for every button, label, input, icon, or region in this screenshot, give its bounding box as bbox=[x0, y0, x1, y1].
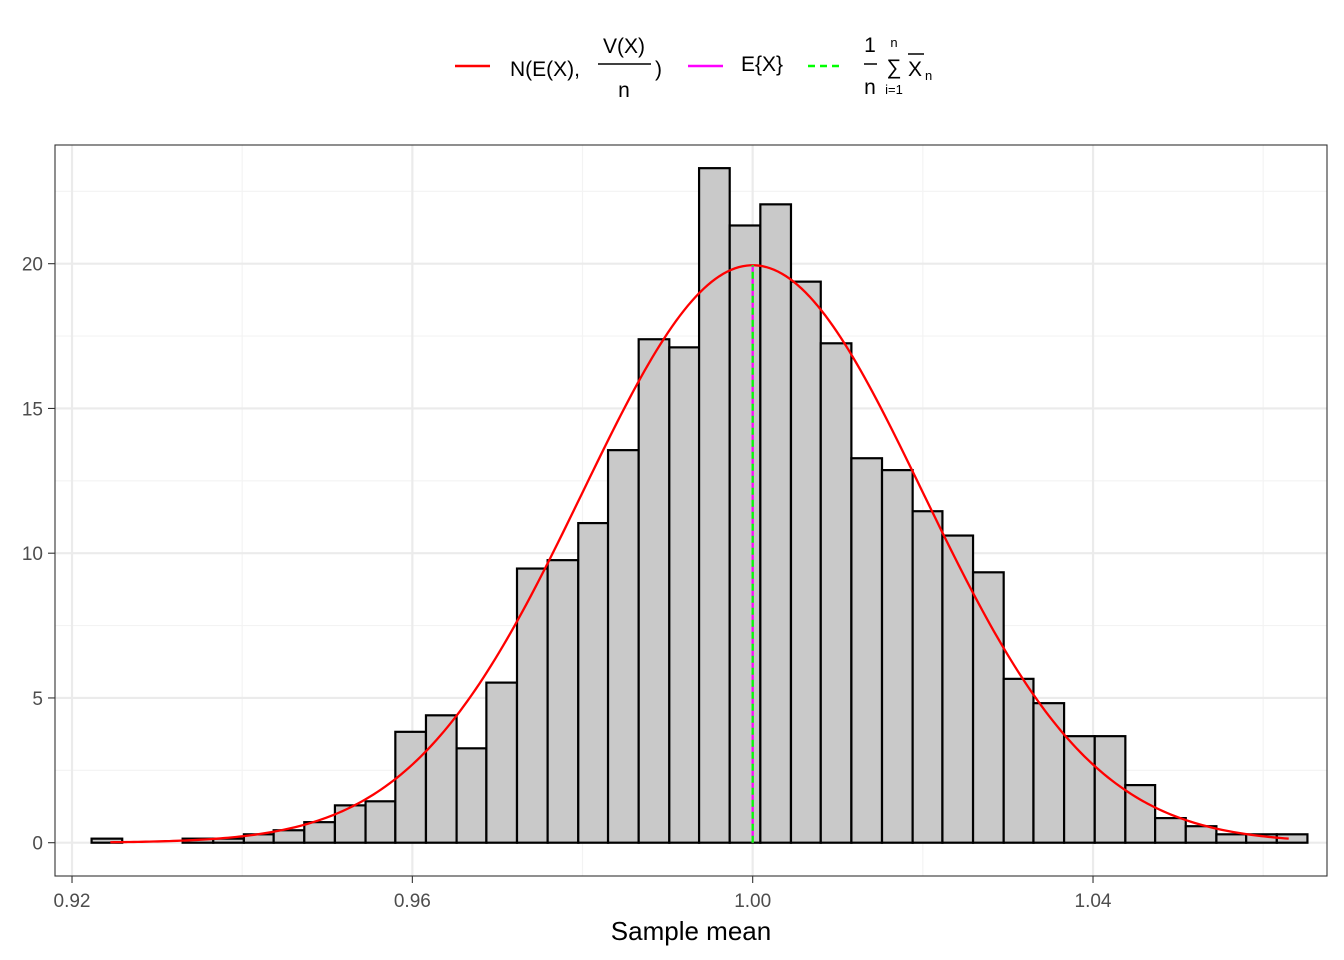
histogram-bar bbox=[911, 510, 944, 844]
histogram-bar bbox=[577, 521, 610, 844]
histogram-bar bbox=[1093, 735, 1127, 844]
histogram-bar bbox=[1002, 677, 1035, 844]
histogram-bar bbox=[606, 449, 640, 844]
y-tick-label: 10 bbox=[22, 544, 43, 565]
x-tick-label: 1.04 bbox=[1075, 891, 1112, 912]
x-axis-title: Sample mean bbox=[611, 916, 771, 946]
histogram-bar bbox=[880, 469, 914, 844]
panel-border bbox=[54, 144, 1328, 877]
histogram-bar bbox=[1032, 702, 1066, 844]
histogram-bar bbox=[90, 837, 124, 844]
histogram-bar bbox=[728, 224, 762, 844]
legend-avg-sum-lower: i=1 bbox=[885, 82, 903, 97]
histogram-bar bbox=[1215, 833, 1248, 844]
legend-normal-suffix: ) bbox=[655, 58, 662, 81]
histogram-bar bbox=[759, 203, 793, 844]
legend-avg-term: X bbox=[908, 58, 922, 81]
legend-normal-denominator: n bbox=[618, 79, 630, 102]
histogram-bars bbox=[90, 167, 1309, 844]
histogram-bar bbox=[697, 167, 731, 844]
histogram-bar bbox=[789, 280, 822, 844]
histogram-bar bbox=[303, 821, 337, 844]
y-tick-label: 0 bbox=[32, 834, 43, 855]
histogram-bar bbox=[819, 342, 853, 844]
legend-normal-numerator: V(X) bbox=[603, 35, 645, 58]
legend-avg-sum-symbol: ∑ bbox=[887, 56, 902, 79]
normal-density-curve bbox=[110, 264, 1289, 844]
histogram-bar bbox=[546, 559, 580, 844]
histogram-bar bbox=[515, 567, 549, 844]
legend-avg-fraction-den: n bbox=[864, 76, 876, 99]
histogram-bar bbox=[272, 829, 306, 844]
legend-mean-label: E{X} bbox=[741, 53, 783, 76]
legend-avg-term-sub: n bbox=[925, 68, 932, 83]
histogram-bar bbox=[637, 338, 671, 844]
y-axis: 0 5 10 15 20 bbox=[22, 255, 55, 855]
legend-normal-prefix: N(E(X), bbox=[510, 58, 580, 81]
curves bbox=[110, 264, 1289, 844]
x-tick-label: 0.96 bbox=[394, 891, 431, 912]
histogram-bar bbox=[1062, 735, 1096, 844]
legend-avg-sum-upper: n bbox=[890, 35, 897, 50]
histogram-bar bbox=[333, 804, 367, 844]
y-tick-label: 15 bbox=[22, 399, 43, 420]
histogram-bar bbox=[971, 571, 1005, 844]
x-tick-label: 1.00 bbox=[734, 891, 771, 912]
histogram-bar bbox=[455, 747, 488, 844]
histogram-bar bbox=[364, 800, 397, 844]
y-tick-label: 5 bbox=[32, 689, 43, 710]
histogram-bar bbox=[485, 681, 519, 844]
histogram-bar bbox=[394, 730, 428, 844]
histogram-bar bbox=[668, 346, 701, 844]
legend: N(E(X), V(X) n ) E{X} 1 n n ∑ i=1 X n bbox=[455, 34, 932, 102]
y-tick-label: 20 bbox=[22, 255, 43, 276]
histogram-bar bbox=[850, 457, 884, 844]
x-axis: 0.92 0.96 1.00 1.04 bbox=[54, 876, 1112, 912]
legend-avg-fraction-num: 1 bbox=[864, 34, 876, 57]
histogram-bar bbox=[424, 714, 458, 844]
histogram-bar bbox=[1154, 816, 1187, 844]
histogram-bar bbox=[941, 534, 975, 844]
x-tick-label: 0.92 bbox=[54, 891, 91, 912]
